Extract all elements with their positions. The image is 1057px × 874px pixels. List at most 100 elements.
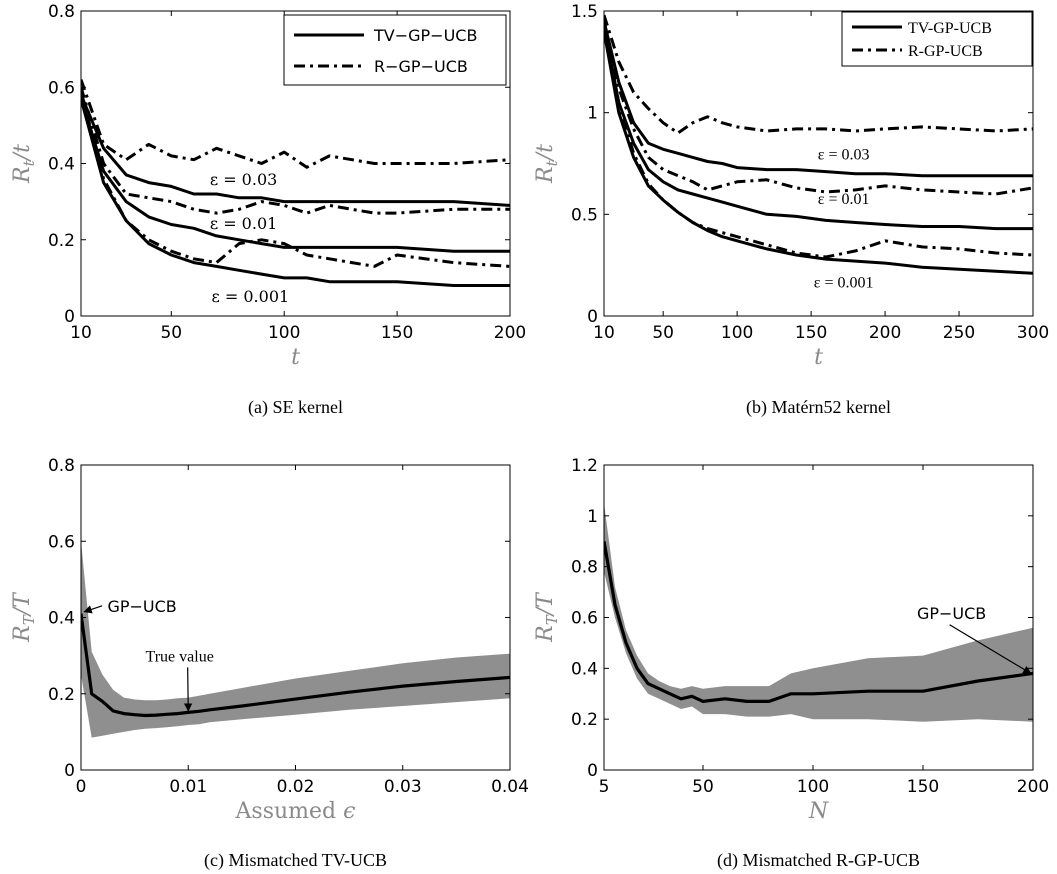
confidence-band <box>81 541 510 738</box>
annotation-label: ε = 0.03 <box>210 170 278 189</box>
x-tick-label: 10 <box>593 323 615 343</box>
plot-area <box>604 503 1033 722</box>
y-tick-label: 0 <box>64 761 75 781</box>
annotation-label: ε = 0.03 <box>818 146 870 163</box>
y-tick-label: 0.2 <box>48 231 75 251</box>
y-tick-label: 0.6 <box>48 532 75 552</box>
annotation-label: ε = 0.001 <box>212 287 290 306</box>
y-axis-label: Rt/t <box>533 144 561 184</box>
x-axis-label-symbol: ϵ <box>343 799 355 824</box>
series-line <box>604 27 1033 231</box>
x-tick-label: 200 <box>1017 777 1049 797</box>
series-line <box>81 98 510 253</box>
mean-line <box>81 613 510 718</box>
series-line <box>604 24 1033 259</box>
x-tick-label: 150 <box>907 777 939 797</box>
legend-box <box>283 14 507 86</box>
y-axis-label-part: t <box>20 159 38 166</box>
legend-label: TV-GP-UCB <box>908 20 992 37</box>
x-axis-label: t <box>291 345 300 370</box>
y-tick-label: 0.5 <box>571 205 598 225</box>
x-tick-label: 150 <box>381 323 413 343</box>
caption: (a) SE kernel <box>248 397 343 418</box>
y-axis-label-part: R <box>10 166 35 184</box>
x-tick-label: 0.01 <box>169 777 207 797</box>
series-line <box>81 79 510 169</box>
y-tick-label: 0 <box>587 307 598 327</box>
series-line <box>604 20 1033 196</box>
y-tick-label: 1.5 <box>571 2 598 22</box>
annotation-label: GP−UCB <box>917 604 986 623</box>
y-tick-label: 0.4 <box>571 659 598 679</box>
legend-box <box>841 11 1033 67</box>
legend-label: R−GP−UCB <box>374 57 468 76</box>
series-line <box>604 14 1033 135</box>
annotation-arrow <box>949 624 1032 674</box>
y-tick-label: 0.4 <box>48 155 75 175</box>
plot-area <box>81 79 510 287</box>
caption: (d) Mismatched R-GP-UCB <box>717 850 920 871</box>
series-line <box>81 94 510 207</box>
plot-area <box>604 14 1033 275</box>
y-tick-label: 0 <box>587 761 598 781</box>
x-tick-label: 5 <box>599 777 610 797</box>
y-axis-label-part: /t <box>10 144 35 162</box>
caption: (c) Mismatched TV-UCB <box>204 850 387 871</box>
y-axis-label-part: /T <box>10 591 35 617</box>
annotation-label: ε = 0.01 <box>210 214 278 233</box>
legend: TV-GP-UCB R-GP-UCB <box>841 11 1033 67</box>
x-axis-label: Assumed ϵ <box>235 799 356 824</box>
x-tick-label: 250 <box>943 323 975 343</box>
x-tick-label: 0.02 <box>277 777 315 797</box>
y-axis-label: Rt/t <box>10 144 38 184</box>
y-tick-label: 0.2 <box>571 710 598 730</box>
series-line <box>604 20 1033 178</box>
annotation-label: ε = 0.01 <box>818 191 870 208</box>
y-tick-label: 0.6 <box>571 609 598 629</box>
y-tick-label: 0.8 <box>48 456 75 476</box>
x-tick-label: 0 <box>76 777 87 797</box>
mean-line <box>604 541 1033 704</box>
x-axis-label: t <box>814 345 823 370</box>
y-tick-label: 1.2 <box>571 456 598 476</box>
annotation-label: True value <box>146 648 214 665</box>
plot-area <box>81 541 510 738</box>
annotation-label: GP−UCB <box>107 597 176 616</box>
y-axis-label-part: /T <box>533 591 558 617</box>
x-tick-label: 10 <box>70 323 92 343</box>
y-axis-label-part: R <box>533 625 558 643</box>
series-line <box>604 31 1033 275</box>
x-axis-label-text: Assumed <box>235 799 344 824</box>
y-axis-label: RT/T <box>10 591 38 643</box>
x-tick-label: 50 <box>692 777 714 797</box>
legend-label: TV−GP−UCB <box>373 26 477 45</box>
y-tick-label: 1 <box>587 104 598 124</box>
y-axis-label-part: T <box>20 614 38 625</box>
y-axis-label-part: R <box>10 625 35 643</box>
x-tick-label: 0.03 <box>384 777 422 797</box>
y-tick-label: 0.2 <box>48 685 75 705</box>
x-tick-label: 300 <box>1017 323 1049 343</box>
x-tick-label: 100 <box>721 323 753 343</box>
caption: (b) Matérn52 kernel <box>746 397 891 418</box>
annotation-label: ε = 0.001 <box>814 275 874 292</box>
series-line <box>81 90 510 268</box>
series-line <box>81 86 510 215</box>
annotation-arrow <box>83 605 103 614</box>
y-axis-label-part: T <box>543 614 561 625</box>
panel-d: 5 50 100 150 200 0 0.2 0.4 0.6 0.8 1 1.2 N RT/T (d) Mi… <box>533 456 1049 871</box>
x-tick-label: 200 <box>494 323 526 343</box>
x-tick-label: 150 <box>795 323 827 343</box>
x-tick-label: 200 <box>869 323 901 343</box>
x-axis-label: N <box>808 799 829 824</box>
legend: TV−GP−UCB R−GP−UCB <box>283 14 507 86</box>
y-axis-label-part: R <box>533 166 558 184</box>
y-tick-label: 0.8 <box>571 558 598 578</box>
x-tick-label: 100 <box>268 323 300 343</box>
x-tick-label: 50 <box>160 323 182 343</box>
y-tick-label: 0.8 <box>48 2 75 22</box>
annotation-arrow <box>183 667 193 712</box>
y-axis-label-part: /t <box>533 144 558 162</box>
